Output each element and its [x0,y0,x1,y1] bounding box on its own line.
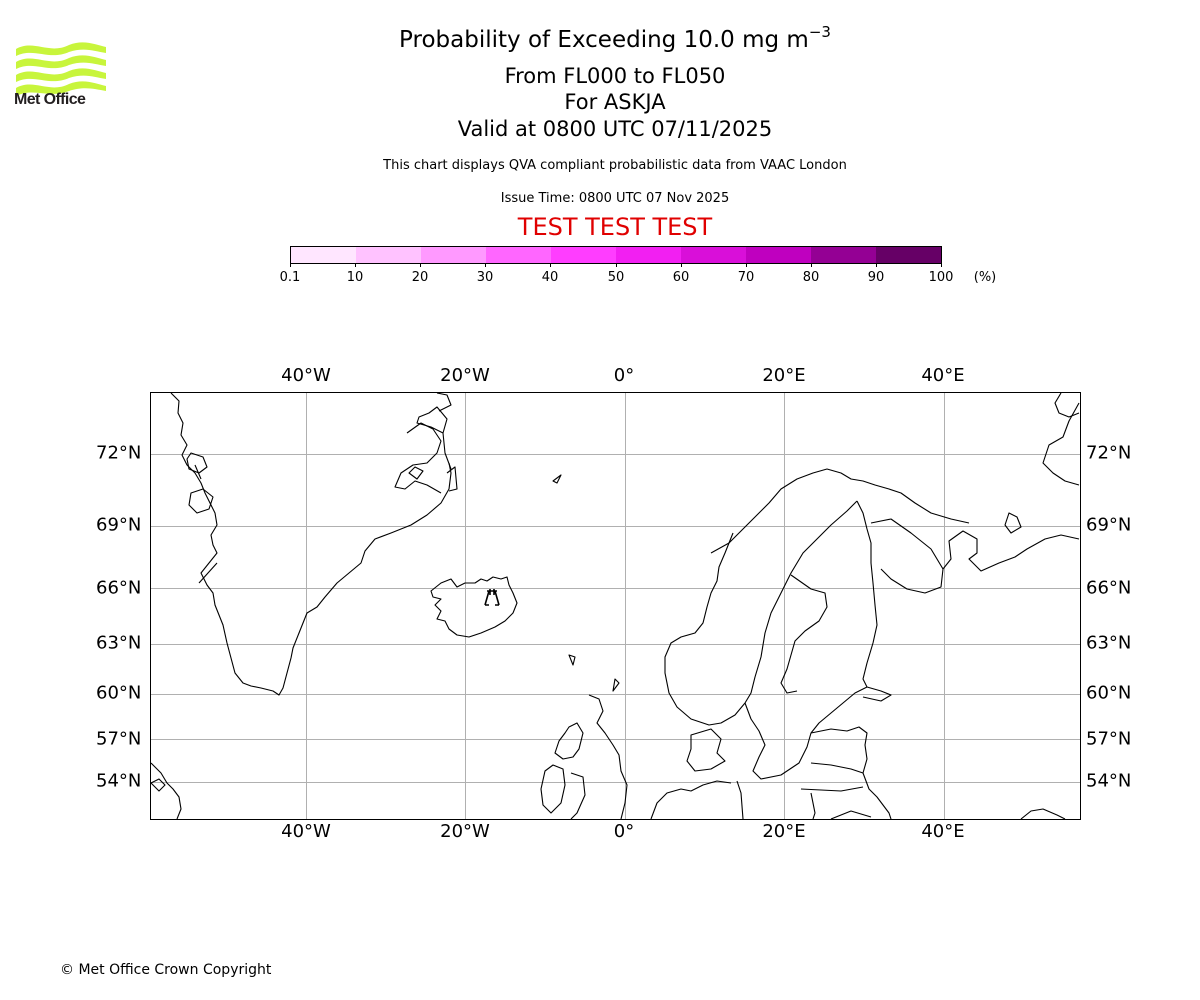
colorbar-tick-label: 80 [802,270,820,285]
copyright-footer: © Met Office Crown Copyright [60,962,272,978]
lat-label-right: 69°N [1086,514,1132,536]
lat-label-right: 60°N [1086,682,1132,704]
lat-label-left: 69°N [96,514,142,536]
colorbar-tick-label: 100 [928,270,954,285]
colorbar-tick-label: 30 [476,270,494,285]
map-panel[interactable] [150,392,1081,820]
britain-coast [588,694,628,819]
gridline-lon [465,393,466,819]
logo-text: Met Office [14,91,86,108]
colorbar-tick [355,263,356,267]
colorbar-tick [811,263,812,267]
chart-title: Probability of Exceeding 10.0 mg m−3 [0,25,1200,54]
colorbar-segment [421,247,486,263]
colorbar-unit: (%) [973,270,997,285]
issue-time: Issue Time: 0800 UTC 07 Nov 2025 [500,191,730,206]
gridline-lat [151,644,1080,645]
met-office-logo-icon [16,42,106,96]
colorbar-tick-label: 0.1 [279,270,301,285]
lon-label-top: 20°W [440,365,490,386]
lon-label-bottom: 20°W [440,821,490,842]
gridline-lon [625,393,626,819]
colorbar-tick [290,263,291,267]
lat-label-right: 63°N [1086,632,1132,654]
gridline-lon [784,393,785,819]
flight-levels: From FL000 to FL050 [504,64,726,88]
coastlines [151,393,1080,819]
colorbar-tick [681,263,682,267]
volcano-name: For ASKJA [564,90,666,114]
valid-time: Valid at 0800 UTC 07/11/2025 [457,117,773,141]
lon-label-top: 0° [613,365,635,386]
lon-label-bottom: 0° [613,821,635,842]
chart-description: This chart displays QVA compliant probab… [383,158,847,173]
colorbar-tick-label: 90 [867,270,885,285]
test-banner: TEST TEST TEST [517,213,713,241]
title-text: Probability of Exceeding 10.0 mg m [399,27,809,53]
lon-label-bottom: 40°W [281,821,331,842]
gridline-lon [944,393,945,819]
colorbar-tick [876,263,877,267]
lat-label-right: 54°N [1086,770,1132,792]
colorbar-tick [616,263,617,267]
gridline-lat [151,694,1080,695]
colorbar-tick-label: 10 [346,270,364,285]
lat-label-left: 63°N [96,632,142,654]
lat-label-left: 54°N [96,770,142,792]
colorbar-tick-label: 60 [672,270,690,285]
gridline-lat [151,454,1080,455]
lat-label-left: 72°N [96,442,142,464]
lon-label-bottom: 40°E [921,821,965,842]
lat-label-right: 66°N [1086,577,1132,599]
norway-coast [710,468,970,554]
colorbar-tick [941,263,942,267]
lon-label-bottom: 20°E [762,821,806,842]
lat-label-left: 57°N [96,728,142,750]
colorbar-segment [876,247,941,263]
colorbar-tick-label: 20 [411,270,429,285]
title-superscript: −3 [808,23,831,41]
gridline-lon [306,393,307,819]
colorbar-tick-label: 70 [737,270,755,285]
lat-label-left: 66°N [96,577,142,599]
lat-label-right: 72°N [1086,442,1132,464]
colorbar-segment [681,247,746,263]
colorbar-tick [550,263,551,267]
colorbar-segment [746,247,811,263]
volcano-icon[interactable] [481,587,503,607]
colorbar-segment [551,247,616,263]
colorbar-segment [356,247,421,263]
greenland-coast [170,393,452,696]
colorbar-segment [811,247,876,263]
lon-label-top: 40°W [281,365,331,386]
lon-label-top: 40°E [921,365,965,386]
lat-label-right: 57°N [1086,728,1132,750]
colorbar-tick-label: 50 [607,270,625,285]
lat-label-left: 60°N [96,682,142,704]
colorbar-tick [746,263,747,267]
colorbar-tick-label: 40 [541,270,559,285]
gridline-lat [151,782,1080,783]
lon-label-top: 20°E [762,365,806,386]
colorbar-tick [485,263,486,267]
colorbar [290,246,942,264]
gridline-lat [151,739,1080,740]
colorbar-segment [291,247,356,263]
colorbar-segment [616,247,681,263]
colorbar-segment [486,247,551,263]
gridline-lat [151,526,1080,527]
colorbar-tick [420,263,421,267]
gridline-lat [151,588,1080,589]
iceland-coast [430,576,518,638]
